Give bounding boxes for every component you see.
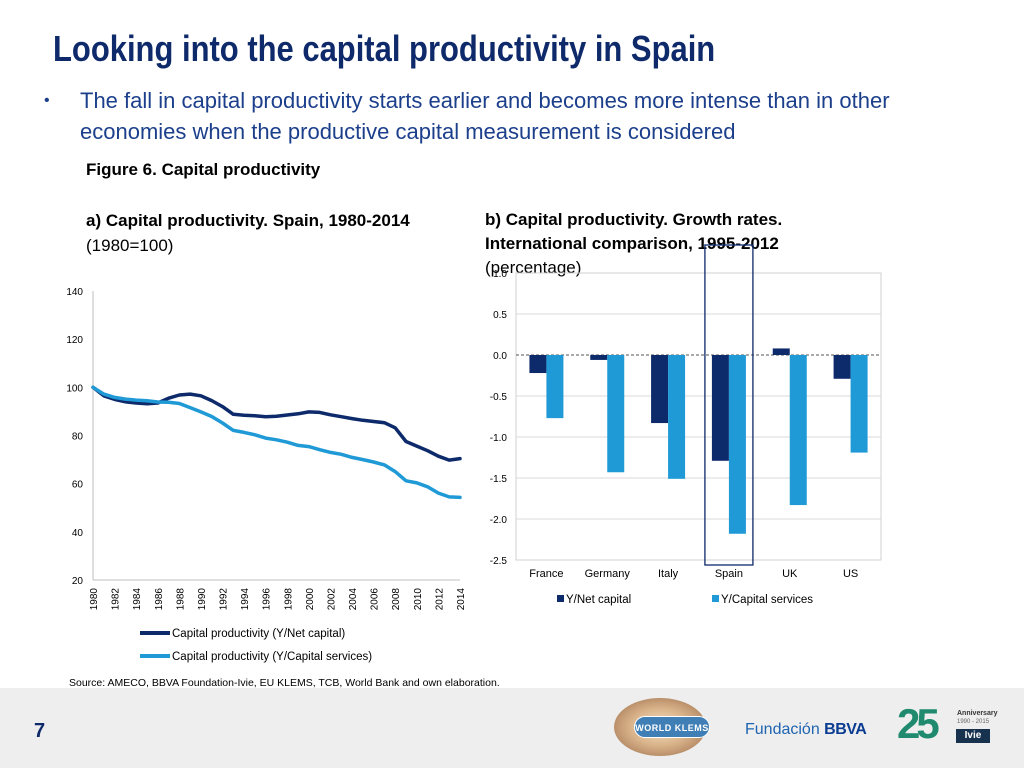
bar	[850, 355, 868, 453]
bullet-text: The fall in capital productivity starts …	[80, 88, 890, 144]
fundacion-bbva-logo: Fundación BBVA	[745, 721, 867, 739]
ivie-logo: Ivie	[956, 729, 990, 743]
bar	[833, 355, 851, 379]
x-tick-label: 1990	[197, 588, 208, 611]
bar	[546, 355, 564, 419]
x-tick-label: 2006	[370, 588, 381, 611]
x-tick-label: 2012	[434, 588, 445, 611]
y-tick-label: 80	[72, 432, 84, 443]
legend-swatch	[557, 595, 564, 602]
series-line	[91, 385, 462, 500]
legend-label: Capital productivity (Y/Capital services…	[172, 651, 372, 663]
x-tick-label: France	[529, 568, 563, 580]
y-tick-label: 100	[66, 383, 83, 394]
x-tick-label: 1992	[219, 588, 230, 611]
bar	[668, 355, 686, 479]
page-number: 7	[34, 720, 46, 742]
legend-label: Y/Net capital	[566, 594, 631, 606]
bar	[529, 355, 547, 374]
bar	[772, 348, 790, 355]
y-tick-label: 0.5	[493, 310, 507, 321]
y-tick-label: -2.0	[490, 515, 508, 526]
x-tick-label: 1980	[89, 588, 100, 611]
y-tick-label: -2.5	[490, 556, 508, 567]
x-tick-label: 2002	[326, 588, 337, 611]
x-tick-label: 1988	[175, 588, 186, 611]
y-tick-label: 0.0	[493, 351, 507, 362]
bar	[607, 355, 625, 473]
fundacion-text: Fundación	[745, 721, 820, 738]
x-tick-label: 2014	[456, 588, 467, 611]
footer-bar	[0, 688, 1024, 768]
world-klems-label: WORLD KLEMS	[634, 716, 710, 738]
ivie-25-logo: 25	[897, 700, 940, 747]
x-tick-label: 2000	[305, 588, 316, 611]
y-tick-label: -1.5	[490, 474, 508, 485]
legend-label: Y/Capital services	[721, 594, 813, 606]
x-tick-label: 1986	[154, 588, 165, 611]
x-tick-label: 2004	[348, 588, 359, 611]
bbva-text: BBVA	[824, 721, 867, 738]
chart-a-units: (1980=100)	[86, 236, 174, 255]
x-tick-label: 1984	[132, 588, 143, 611]
bar	[651, 355, 669, 424]
x-tick-label: US	[843, 568, 858, 580]
y-tick-label: 40	[72, 528, 84, 539]
chart-a-subtitle: a) Capital productivity. Spain, 1980-201…	[86, 208, 410, 258]
bar	[590, 355, 608, 360]
y-tick-label: 1.0	[493, 269, 507, 280]
y-tick-label: 20	[72, 576, 84, 587]
y-tick-label: 120	[66, 335, 83, 346]
x-tick-label: Spain	[715, 568, 743, 580]
chart-b-units: (percentage)	[485, 258, 582, 277]
bar	[789, 355, 807, 506]
x-tick-label: 1982	[111, 588, 122, 611]
x-tick-label: 2008	[391, 588, 402, 611]
x-tick-label: Germany	[585, 568, 631, 580]
x-tick-label: UK	[782, 568, 798, 580]
y-tick-label: 60	[72, 480, 84, 491]
ivie-years: 1990 - 2015	[957, 719, 990, 725]
bar	[711, 355, 729, 461]
x-tick-label: 1998	[283, 588, 294, 611]
slide-title: Looking into the capital productivity in…	[53, 28, 716, 69]
legend-swatch	[712, 595, 719, 602]
legend-label: Capital productivity (Y/Net capital)	[172, 628, 345, 640]
y-tick-label: -0.5	[490, 392, 508, 403]
ivie-anniversary: Anniversary	[957, 710, 998, 717]
x-tick-label: 1994	[240, 588, 251, 611]
highlight-box	[704, 244, 754, 566]
x-tick-label: Italy	[658, 568, 679, 580]
x-tick-label: 1996	[262, 588, 273, 611]
chart-b-title-line1: b) Capital productivity. Growth rates.	[485, 210, 783, 229]
bullet-point: •	[44, 92, 50, 109]
x-tick-label: 2010	[413, 588, 424, 611]
source-note: Source: AMECO, BBVA Foundation-Ivie, EU …	[69, 677, 500, 689]
chart-a-title: a) Capital productivity. Spain, 1980-201…	[86, 211, 410, 230]
figure-title: Figure 6. Capital productivity	[86, 160, 321, 179]
plot-area	[515, 272, 882, 561]
bar	[728, 355, 746, 534]
y-tick-label: 140	[66, 287, 83, 298]
y-tick-label: -1.0	[490, 433, 508, 444]
